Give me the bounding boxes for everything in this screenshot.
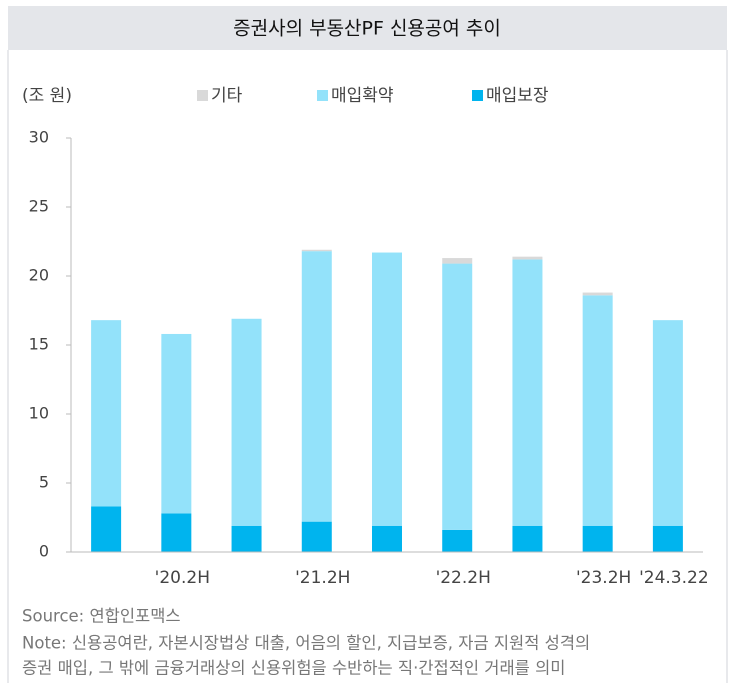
bar-segment bbox=[301, 249, 332, 252]
bar-segment bbox=[91, 320, 122, 507]
bar-segment bbox=[582, 525, 613, 552]
x-tick-label: '20.2H bbox=[155, 568, 210, 588]
legend-swatch bbox=[317, 90, 328, 101]
bar-segment bbox=[301, 521, 332, 552]
bar-segment bbox=[91, 506, 122, 552]
legend-label: 매입보장 bbox=[486, 86, 549, 106]
legend-label: 기타 bbox=[211, 86, 243, 106]
chart-title: 증권사의 부동산PF 신용공여 추이 bbox=[233, 18, 501, 40]
note: 증권 매입, 그 밖에 금융거래상의 신용위험을 수반하는 직·간접적인 거래를… bbox=[22, 659, 565, 678]
bar-segment bbox=[582, 295, 613, 526]
unit-label: (조 원) bbox=[22, 86, 72, 106]
bar-segment bbox=[512, 525, 543, 552]
bar-segment bbox=[442, 529, 473, 552]
bar-segment bbox=[512, 259, 543, 526]
bar-segment bbox=[442, 263, 473, 530]
bar-segment bbox=[442, 258, 473, 264]
y-tick-label: 30 bbox=[29, 128, 49, 147]
bar-segment bbox=[161, 333, 192, 514]
bar-segment bbox=[231, 525, 262, 552]
x-tick-label: '21.2H bbox=[295, 568, 350, 588]
note: Note: 신용공여란, 자본시장법상 대출, 어음의 할인, 지급보증, 자금… bbox=[22, 634, 590, 653]
y-tick-label: 5 bbox=[39, 473, 49, 492]
y-tick-label: 10 bbox=[29, 404, 49, 423]
bar-segment bbox=[372, 252, 402, 526]
x-tick-label: '24.3.22 bbox=[639, 568, 709, 588]
x-tick-label: '23.2H bbox=[576, 568, 631, 588]
y-tick-label: 25 bbox=[29, 197, 49, 216]
y-tick-label: 15 bbox=[29, 335, 49, 354]
bar-segment bbox=[652, 320, 683, 526]
y-tick-label: 20 bbox=[29, 266, 49, 285]
bar-segment bbox=[582, 292, 613, 296]
source: Source: 연합인포맥스 bbox=[22, 607, 181, 626]
x-tick-label: '22.2H bbox=[436, 568, 491, 588]
bar-segment bbox=[372, 525, 402, 552]
y-tick-label: 0 bbox=[39, 542, 49, 561]
bar-segment bbox=[512, 256, 543, 260]
title-bar bbox=[8, 6, 727, 50]
legend-swatch bbox=[472, 90, 483, 101]
legend-swatch bbox=[197, 90, 208, 101]
bar-segment bbox=[652, 525, 683, 552]
bar-segment bbox=[231, 318, 262, 526]
legend-label: 매입확약 bbox=[331, 86, 394, 106]
bar-segment bbox=[161, 513, 192, 552]
bar-segment bbox=[301, 251, 332, 522]
